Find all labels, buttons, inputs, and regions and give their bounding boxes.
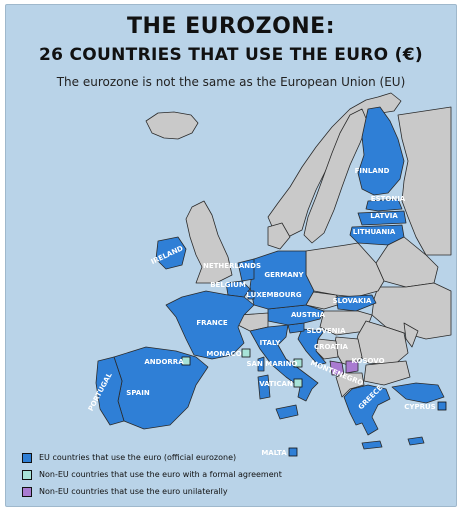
sicily-shape bbox=[275, 404, 299, 420]
ireland-shape bbox=[155, 236, 187, 270]
vatican-marker bbox=[293, 378, 303, 388]
san-marino-marker bbox=[293, 358, 303, 368]
malta-marker bbox=[288, 447, 298, 457]
title-line-2: 26 COUNTRIES THAT USE THE EURO (€) bbox=[39, 45, 423, 65]
bulgaria-shape bbox=[363, 360, 411, 386]
europe-map: FINLAND ESTONIA LATVIA LITHUANIA IRELAND… bbox=[87, 92, 452, 457]
estonia-shape bbox=[365, 198, 403, 212]
label-kosovo: KOSOVO bbox=[351, 357, 384, 365]
legend-swatch-unilateral bbox=[22, 486, 32, 497]
title-line-1: THE EUROZONE: bbox=[126, 14, 336, 39]
label-vatican: VATICAN bbox=[259, 380, 293, 388]
label-germany: GERMANY bbox=[264, 271, 304, 279]
netherlands-shape bbox=[237, 258, 255, 282]
latvia-shape bbox=[357, 210, 407, 226]
label-latvia: LATVIA bbox=[370, 212, 398, 220]
legend-swatch-agreement bbox=[22, 469, 32, 480]
croatia-shape bbox=[297, 328, 327, 366]
ukraine-shape bbox=[371, 282, 452, 340]
monaco-marker bbox=[241, 348, 251, 358]
legend-text-unilateral: Non-EU countries that use the euro unila… bbox=[39, 487, 228, 496]
sardinia-shape bbox=[257, 374, 271, 400]
cyprus-marker bbox=[437, 401, 447, 411]
poland-shape bbox=[305, 242, 385, 298]
luxembourg-shape bbox=[247, 290, 255, 300]
label-slovenia: SLOVENIA bbox=[306, 327, 346, 335]
legend: EU countries that use the euro (official… bbox=[22, 449, 282, 500]
legend-item-unilateral: Non-EU countries that use the euro unila… bbox=[22, 483, 282, 500]
legend-text-agreement: Non-EU countries that use the euro with … bbox=[39, 470, 282, 479]
label-france: FRANCE bbox=[196, 319, 228, 327]
france-shape bbox=[165, 290, 255, 360]
andorra-marker bbox=[181, 356, 191, 366]
russia-shape bbox=[397, 106, 452, 256]
label-san-marino: SAN MARINO bbox=[247, 360, 298, 368]
albania-shape bbox=[335, 372, 365, 398]
label-netherlands: NETHERLANDS bbox=[203, 262, 261, 270]
denmark-shape bbox=[267, 222, 291, 250]
turkey-shape bbox=[391, 382, 445, 404]
finland-shape bbox=[357, 106, 405, 196]
moldova-shape bbox=[403, 322, 419, 348]
belgium-shape bbox=[225, 280, 251, 298]
legend-item-eu: EU countries that use the euro (official… bbox=[22, 449, 282, 466]
infographic-card: THE EUROZONE: 26 COUNTRIES THAT USE THE … bbox=[5, 4, 457, 507]
norway-shape bbox=[267, 92, 402, 238]
austria-shape bbox=[267, 304, 325, 326]
label-italy: ITALY bbox=[260, 339, 282, 347]
legend-item-agreement: Non-EU countries that use the euro with … bbox=[22, 466, 282, 483]
label-monaco: MONACO bbox=[206, 350, 241, 358]
portugal-shape bbox=[95, 356, 125, 426]
subtitle: The eurozone is not the same as the Euro… bbox=[56, 75, 406, 89]
label-cyprus: CYPRUS bbox=[404, 403, 435, 411]
label-croatia: CROATIA bbox=[314, 343, 349, 351]
label-slovakia: SLOVAKIA bbox=[333, 297, 372, 305]
label-malta: MALTA bbox=[261, 449, 287, 457]
label-spain: SPAIN bbox=[126, 389, 150, 397]
greece-shape bbox=[343, 384, 391, 436]
label-finland: FINLAND bbox=[355, 167, 390, 175]
label-estonia: ESTONIA bbox=[371, 195, 406, 203]
label-lithuania: LITHUANIA bbox=[353, 228, 396, 236]
slovakia-shape bbox=[335, 294, 377, 312]
label-austria: AUSTRIA bbox=[291, 311, 326, 319]
label-belgium: BELGIUM bbox=[210, 281, 246, 289]
corsica-shape bbox=[257, 356, 265, 372]
germany-shape bbox=[249, 250, 315, 310]
cyprus-shape bbox=[407, 436, 425, 446]
crete-shape bbox=[361, 440, 383, 450]
kosovo-shape bbox=[345, 360, 359, 374]
iceland-shape bbox=[145, 111, 199, 140]
label-andorra: ANDORRA bbox=[144, 358, 184, 366]
uk-shape bbox=[185, 200, 233, 284]
label-luxembourg: LUXEMBOURG bbox=[246, 291, 301, 299]
legend-text-eu: EU countries that use the euro (official… bbox=[39, 453, 237, 462]
legend-swatch-eu bbox=[22, 452, 32, 463]
